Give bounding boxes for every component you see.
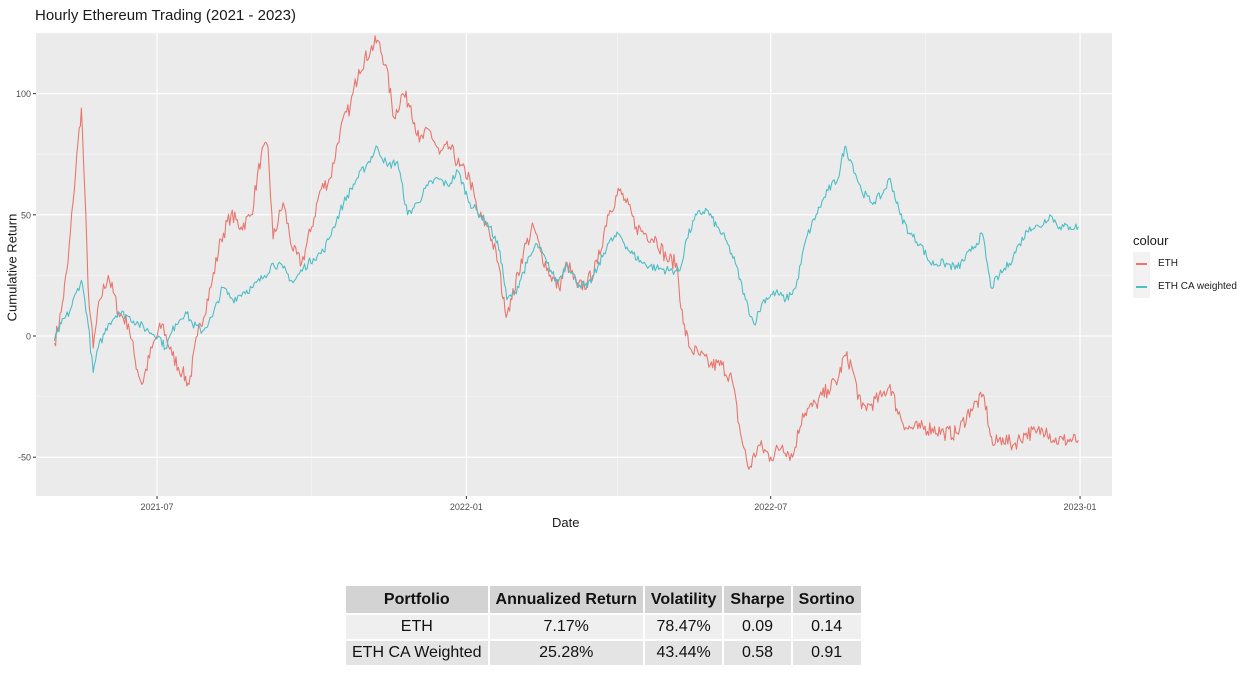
y-axis-label: Cumulative Return [4,213,20,322]
cell-volatility: 78.47% [643,614,725,641]
cell-portfolio: ETH [346,614,490,641]
legend-item-eth: ETH [1133,252,1237,275]
legend-title: colour [1133,233,1169,248]
cell-annualized-return: 25.28% [488,640,645,667]
legend: colour ETH ETH CA weighted [1133,233,1237,298]
x-axis-label: Date [552,515,580,530]
cell-portfolio: ETH CA Weighted [346,640,490,667]
cell-annualized-return: 7.17% [488,614,645,641]
table-row: ETH CA Weighted 25.28% 43.44% 0.58 0.91 [346,640,863,667]
cell-sharpe: 0.09 [723,614,793,641]
y-axis-ticks: 100 50 0 -50 [16,89,36,463]
header-annualized-return: Annualized Return [488,586,645,615]
cell-sortino: 0.14 [791,614,863,641]
legend-label-eth: ETH [1158,258,1178,269]
y-tick-label: 50 [21,210,31,220]
header-sharpe: Sharpe [723,586,793,615]
x-tick-label: 2023-01 [1064,502,1097,512]
line-chart: 100 50 0 -50 2021-07 2022-01 2022-07 2023-01 [16,32,1112,512]
cell-sharpe: 0.58 [723,640,793,667]
major-gridlines [36,33,1112,496]
x-tick-label: 2022-07 [754,502,787,512]
y-tick-label: 100 [16,89,31,99]
chart-title: Hourly Ethereum Trading (2021 - 2023) [35,7,296,24]
minor-gridlines [36,32,1112,496]
series-line-eth-ca-weighted [53,145,1079,373]
cell-volatility: 43.44% [643,640,725,667]
performance-table: Portfolio Annualized Return Volatility S… [346,586,863,667]
series-lines [53,35,1079,470]
x-tick-label: 2022-01 [450,502,483,512]
legend-swatch-eth-ca-weighted [1133,275,1150,298]
table-row: ETH 7.17% 78.47% 0.09 0.14 [346,614,863,641]
header-volatility: Volatility [643,586,725,615]
legend-swatch-eth [1133,252,1150,275]
legend-item-eth-ca-weighted: ETH CA weighted [1133,275,1237,298]
y-tick-label: -50 [18,453,31,463]
series-line-eth [53,35,1079,470]
cell-sortino: 0.91 [791,640,863,667]
header-sortino: Sortino [791,586,863,615]
legend-label-eth-ca-weighted: ETH CA weighted [1158,281,1237,292]
header-portfolio: Portfolio [346,586,490,615]
x-axis-ticks: 2021-07 2022-01 2022-07 2023-01 [141,496,1097,512]
y-tick-label: 0 [26,332,31,342]
x-tick-label: 2021-07 [141,502,174,512]
table-header-row: Portfolio Annualized Return Volatility S… [346,586,863,615]
